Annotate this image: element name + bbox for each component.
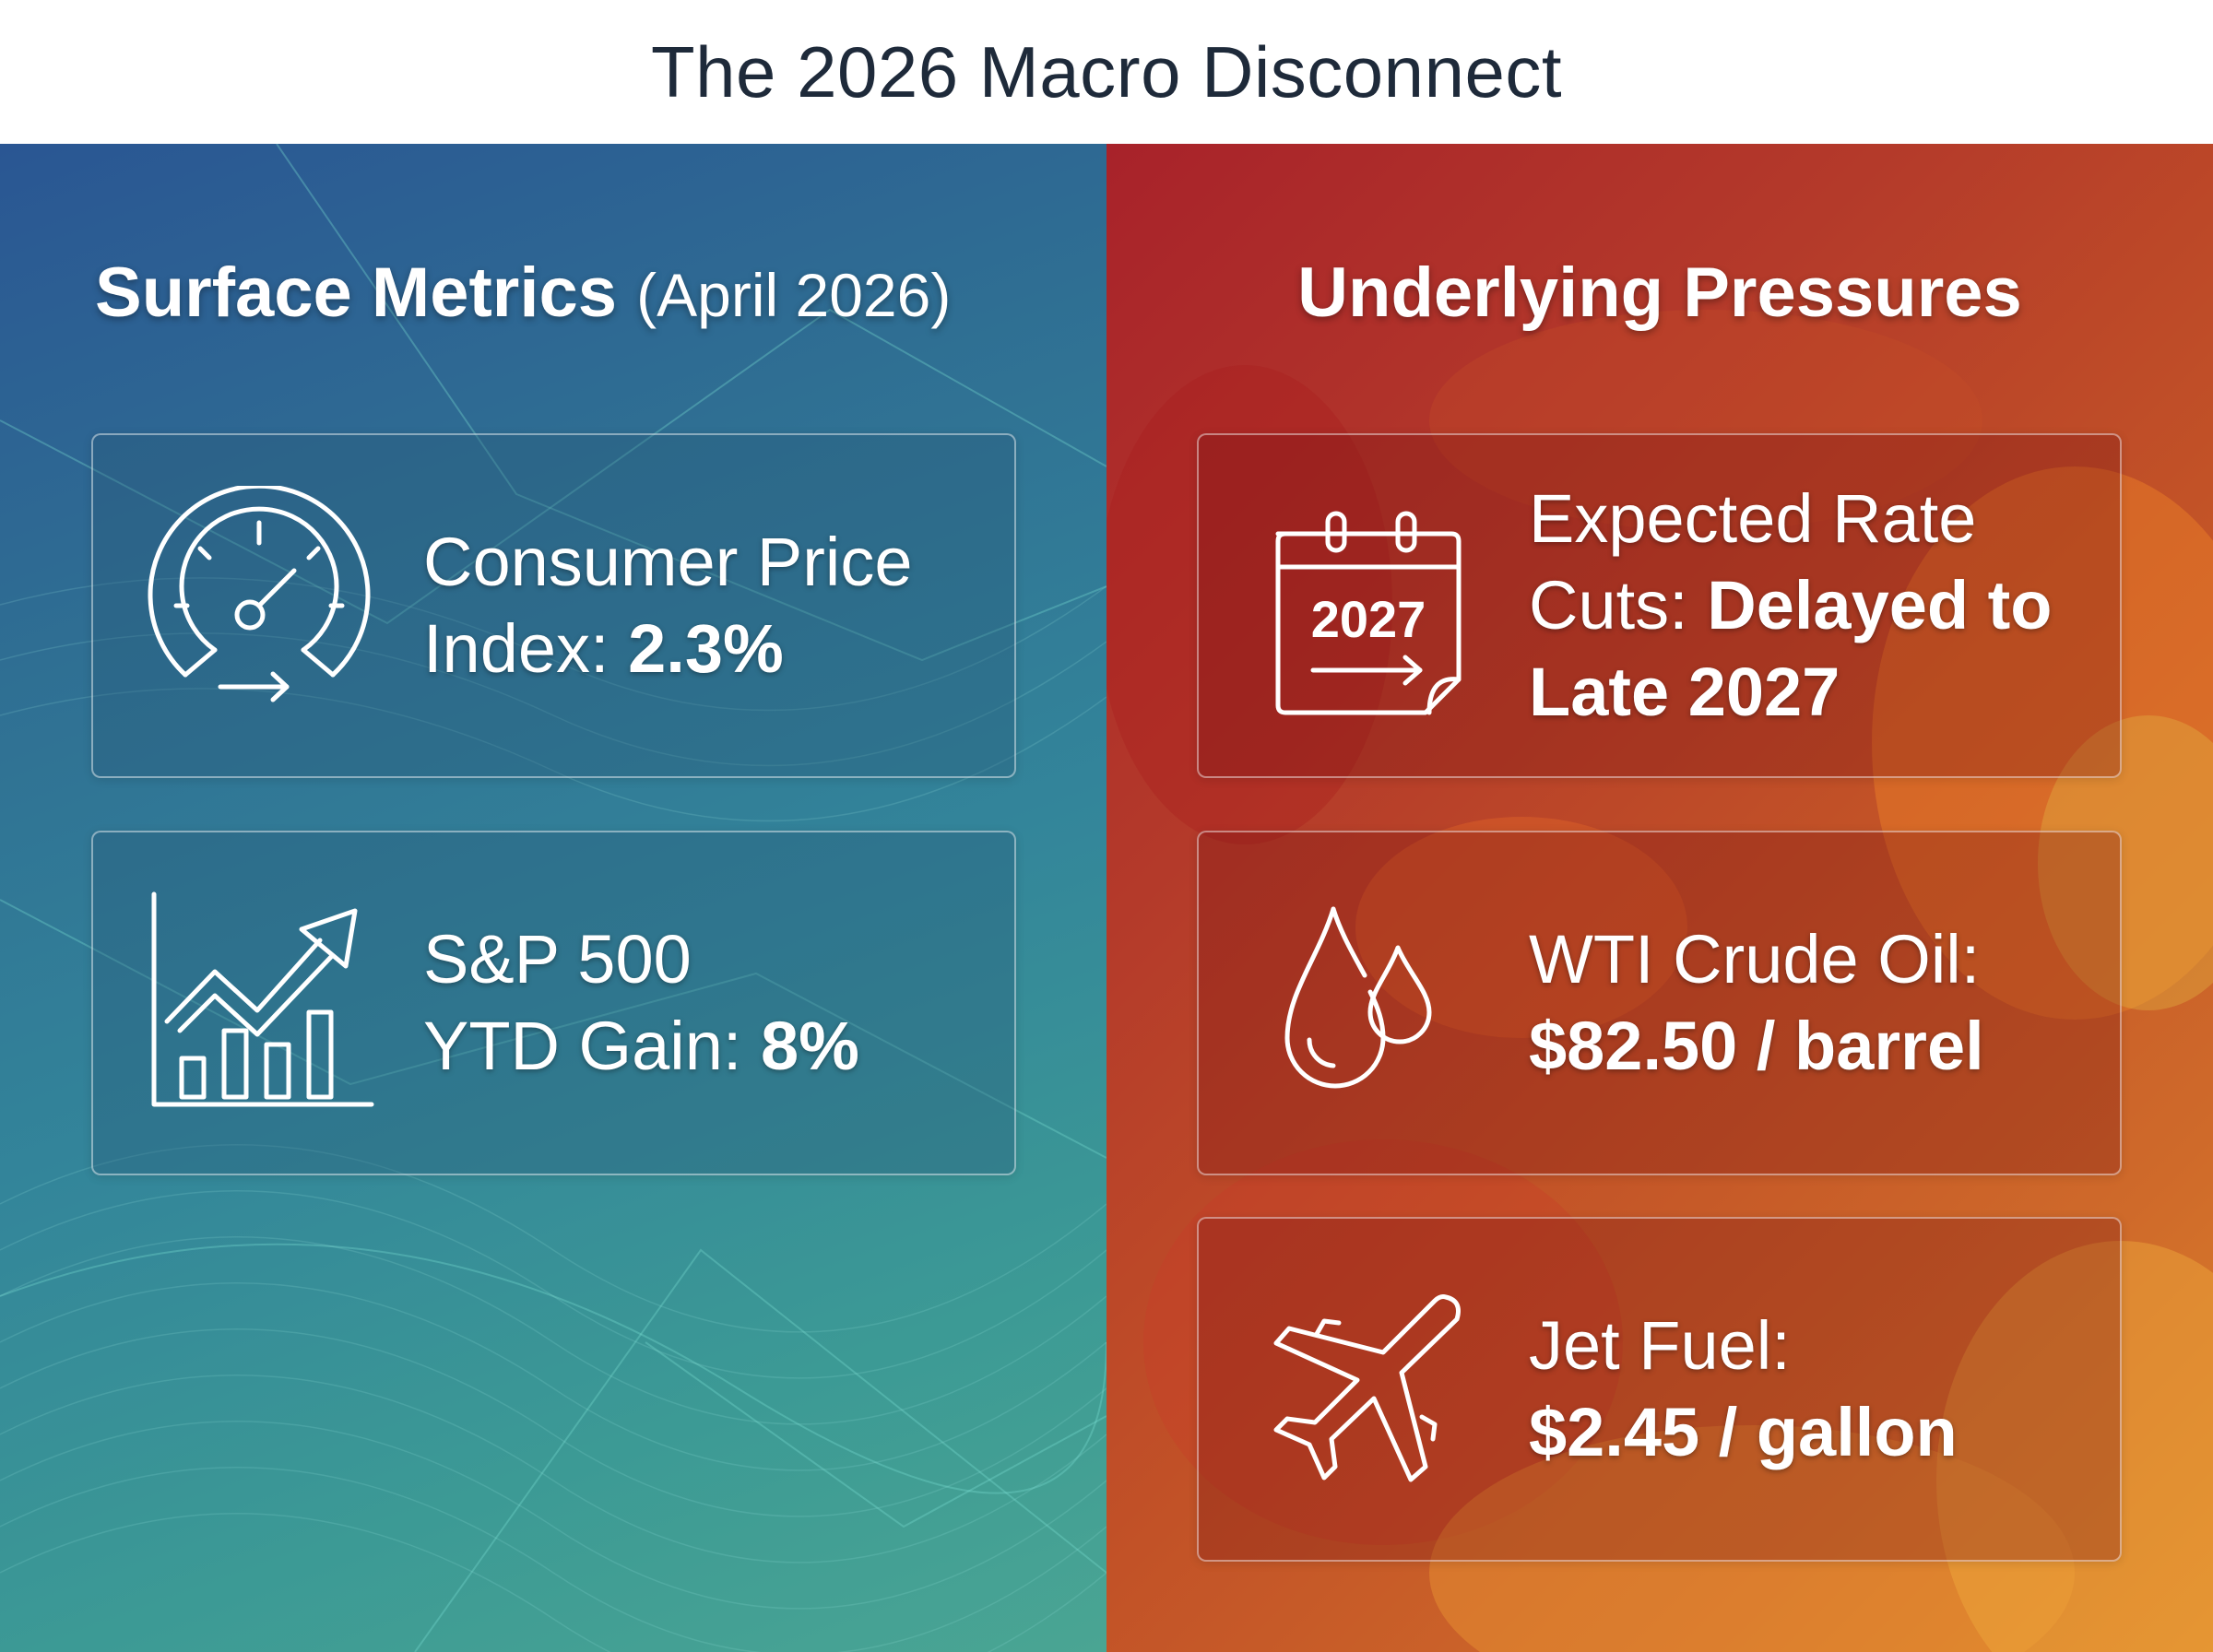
cpi-sublabel: Index: [423, 610, 629, 687]
rate-cuts-text: Expected Rate Cuts: Delayed to Late 2027 [1529, 476, 2053, 736]
cpi-value: 2.3% [628, 610, 784, 687]
jet-fuel-card: Jet Fuel: $2.45 / gallon [1197, 1217, 2122, 1562]
rate-cuts-value: Delayed to [1707, 567, 2053, 643]
jet-fuel-label: Jet Fuel: [1529, 1307, 1791, 1384]
wti-card: WTI Crude Oil: $82.50 / barrel [1197, 831, 2122, 1175]
jet-fuel-text: Jet Fuel: $2.45 / gallon [1529, 1303, 1958, 1476]
wti-label: WTI Crude Oil: [1529, 921, 1981, 997]
cpi-label: Consumer Price [423, 524, 913, 600]
oil-drop-icon [1245, 883, 1485, 1123]
sp500-card: S&P 500 YTD Gain: 8% [91, 831, 1016, 1175]
underlying-pressures-heading: Underlying Pressures [1297, 254, 2022, 332]
sp500-text: S&P 500 YTD Gain: 8% [423, 916, 859, 1090]
sp500-sublabel: YTD Gain: [423, 1008, 761, 1084]
airplane-icon [1245, 1269, 1485, 1509]
heatmap-background [1106, 310, 2213, 1652]
wti-text: WTI Crude Oil: $82.50 / barrel [1529, 916, 1984, 1090]
cpi-text: Consumer Price Index: 2.3% [423, 519, 913, 692]
underlying-pressures-panel: Underlying Pressures 2027 Expected Rate … [1106, 144, 2213, 1652]
sp500-label: S&P 500 [423, 921, 692, 997]
heading-main: Surface Metrics [95, 254, 618, 332]
rate-cuts-value-cont: Late 2027 [1529, 654, 1840, 730]
heading-date: (April 2026) [636, 261, 952, 329]
jet-fuel-value: $2.45 / gallon [1529, 1394, 1958, 1470]
network-lines-background [0, 144, 1106, 1652]
rate-cuts-sublabel: Cuts: [1529, 567, 1708, 643]
page-title: The 2026 Macro Disconnect [651, 30, 1562, 112]
speedometer-icon [139, 483, 379, 726]
surface-metrics-panel: Surface Metrics (April 2026) Consumer [0, 144, 1106, 1652]
wti-value: $82.50 / barrel [1529, 1008, 1984, 1084]
title-bar: The 2026 Macro Disconnect [0, 0, 2213, 144]
growth-chart-icon [139, 883, 379, 1123]
cpi-card: Consumer Price Index: 2.3% [91, 433, 1016, 778]
calendar-icon: 2027 [1245, 486, 1485, 726]
rate-cuts-card: 2027 Expected Rate Cuts: Delayed to Late… [1197, 433, 2122, 778]
sp500-value: 8% [761, 1008, 859, 1084]
rate-cuts-label: Expected Rate [1529, 480, 1977, 557]
calendar-year: 2027 [1311, 590, 1426, 648]
surface-metrics-heading: Surface Metrics (April 2026) [0, 253, 1106, 333]
